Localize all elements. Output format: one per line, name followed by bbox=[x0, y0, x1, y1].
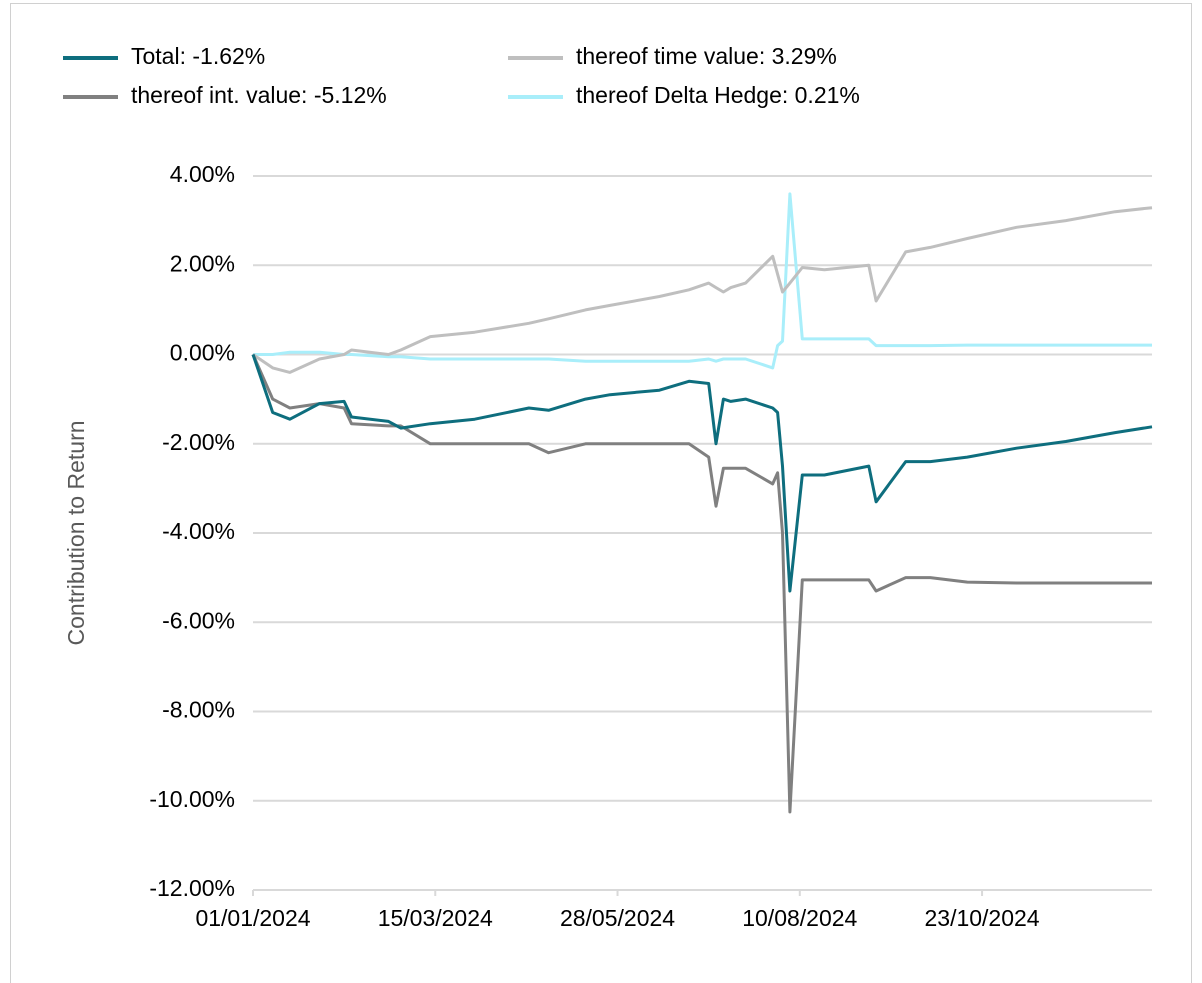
x-tick-label: 10/08/2024 bbox=[742, 905, 857, 931]
x-tick-label: 23/10/2024 bbox=[924, 905, 1039, 931]
y-axis-label: Contribution to Return bbox=[63, 420, 89, 645]
legend-label: Total: -1.62% bbox=[131, 43, 265, 69]
x-tick-label: 15/03/2024 bbox=[378, 905, 493, 931]
series-line bbox=[251, 354, 1153, 593]
series-line bbox=[251, 353, 1152, 814]
legend-label: thereof time value: 3.29% bbox=[576, 43, 837, 69]
y-tick-label: -2.00% bbox=[162, 429, 235, 455]
y-tick-label: 0.00% bbox=[170, 340, 235, 366]
y-tick-label: -8.00% bbox=[162, 697, 235, 723]
legend-label: thereof int. value: -5.12% bbox=[131, 82, 387, 108]
y-tick-label: -10.00% bbox=[149, 786, 235, 812]
series-line bbox=[253, 192, 1152, 370]
x-tick-label: 28/05/2024 bbox=[560, 905, 675, 931]
x-tick-label: 01/01/2024 bbox=[195, 905, 310, 931]
y-tick-label: 2.00% bbox=[170, 250, 235, 276]
y-tick-label: -4.00% bbox=[162, 518, 235, 544]
y-tick-label: -12.00% bbox=[149, 875, 235, 901]
legend-label: thereof Delta Hedge: 0.21% bbox=[576, 82, 860, 108]
series-line bbox=[252, 206, 1153, 374]
y-tick-label: -6.00% bbox=[162, 607, 235, 633]
frame bbox=[10, 3, 1192, 983]
y-tick-label: 4.00% bbox=[170, 161, 235, 187]
